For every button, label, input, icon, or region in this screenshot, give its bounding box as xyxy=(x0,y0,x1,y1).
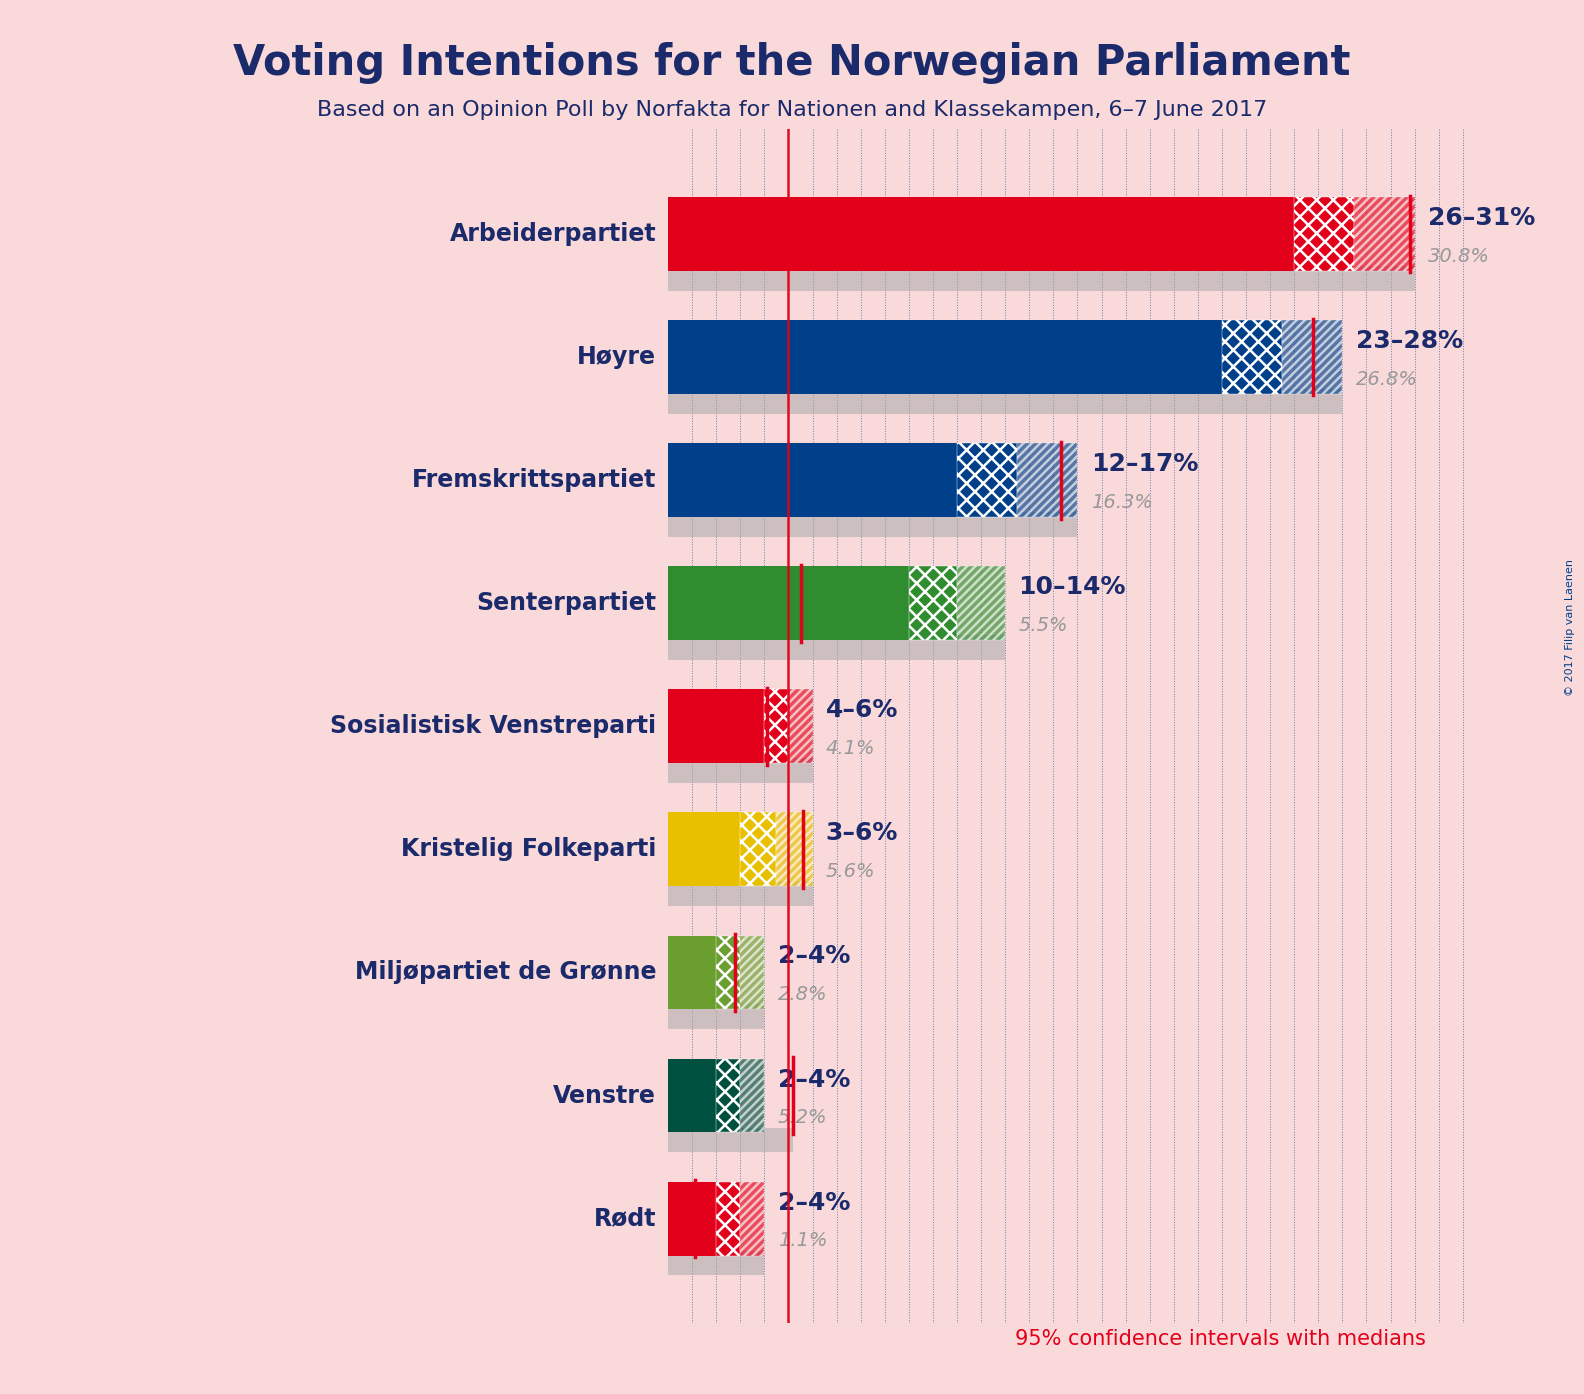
Bar xyxy=(776,813,813,887)
Text: 10–14%: 10–14% xyxy=(1019,576,1126,599)
Bar xyxy=(1281,321,1342,395)
Bar xyxy=(765,690,789,763)
Bar xyxy=(668,566,909,640)
Bar xyxy=(1294,197,1354,270)
Bar xyxy=(668,1005,765,1029)
Bar xyxy=(740,1182,765,1256)
Bar xyxy=(789,690,813,763)
Text: Senterpartiet: Senterpartiet xyxy=(477,591,656,615)
Text: 4.1%: 4.1% xyxy=(825,739,876,758)
Text: Rødt: Rødt xyxy=(594,1207,656,1231)
Text: 2–4%: 2–4% xyxy=(778,1190,851,1214)
Text: Sosialistisk Venstreparti: Sosialistisk Venstreparti xyxy=(329,714,656,739)
Bar xyxy=(668,1128,794,1153)
Text: Voting Intentions for the Norwegian Parliament: Voting Intentions for the Norwegian Parl… xyxy=(233,42,1351,84)
Bar xyxy=(740,1058,765,1132)
Text: 2.8%: 2.8% xyxy=(778,986,827,1004)
Bar xyxy=(668,758,813,783)
Bar xyxy=(716,1058,740,1132)
Text: 5.6%: 5.6% xyxy=(825,861,876,881)
Text: Høyre: Høyre xyxy=(577,346,656,369)
Bar xyxy=(1354,197,1415,270)
Text: 16.3%: 16.3% xyxy=(1091,492,1153,512)
Text: 4–6%: 4–6% xyxy=(825,698,898,722)
Bar xyxy=(668,690,765,763)
Bar xyxy=(668,197,1294,270)
Text: Based on an Opinion Poll by Norfakta for Nationen and Klassekampen, 6–7 June 201: Based on an Opinion Poll by Norfakta for… xyxy=(317,100,1267,120)
Text: 26.8%: 26.8% xyxy=(1356,369,1418,389)
Bar xyxy=(668,1182,716,1256)
Text: Miljøpartiet de Grønne: Miljøpartiet de Grønne xyxy=(355,960,656,984)
Bar xyxy=(668,935,716,1009)
Text: 1.1%: 1.1% xyxy=(778,1231,827,1250)
Bar xyxy=(668,321,1221,395)
Bar xyxy=(716,1182,740,1256)
Bar xyxy=(668,389,1342,414)
Bar xyxy=(668,813,740,887)
Bar xyxy=(1017,443,1077,517)
Text: 95% confidence intervals with medians: 95% confidence intervals with medians xyxy=(1015,1330,1426,1349)
Text: 2–4%: 2–4% xyxy=(778,1068,851,1092)
Bar xyxy=(668,512,1077,537)
Text: 30.8%: 30.8% xyxy=(1427,247,1489,266)
Bar xyxy=(668,1058,716,1132)
Bar xyxy=(668,636,1006,659)
Text: 23–28%: 23–28% xyxy=(1356,329,1462,353)
Text: © 2017 Filip van Laenen: © 2017 Filip van Laenen xyxy=(1565,559,1574,696)
Text: 5.5%: 5.5% xyxy=(1019,616,1068,634)
Text: 26–31%: 26–31% xyxy=(1427,206,1535,230)
Bar xyxy=(1221,321,1281,395)
Bar xyxy=(957,443,1017,517)
Bar xyxy=(740,935,765,1009)
Text: Arbeiderpartiet: Arbeiderpartiet xyxy=(450,222,656,245)
Text: 2–4%: 2–4% xyxy=(778,945,851,969)
Bar xyxy=(668,443,957,517)
Text: 5.2%: 5.2% xyxy=(778,1108,827,1128)
Text: Kristelig Folkeparti: Kristelig Folkeparti xyxy=(401,838,656,861)
Bar xyxy=(668,881,813,906)
Bar xyxy=(957,566,1006,640)
Text: 12–17%: 12–17% xyxy=(1091,452,1198,477)
Bar xyxy=(716,935,740,1009)
Text: 3–6%: 3–6% xyxy=(825,821,898,845)
Bar xyxy=(668,1250,765,1276)
Bar xyxy=(668,266,1415,290)
Bar xyxy=(740,813,776,887)
Text: Venstre: Venstre xyxy=(553,1083,656,1107)
Text: Fremskrittspartiet: Fremskrittspartiet xyxy=(412,468,656,492)
Bar xyxy=(909,566,957,640)
